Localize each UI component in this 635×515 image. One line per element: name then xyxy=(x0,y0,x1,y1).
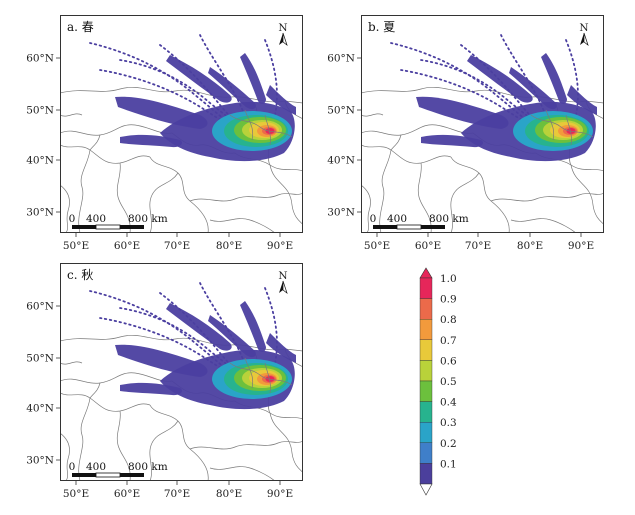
lon-tick-label: 50°E xyxy=(63,488,89,500)
panel-label: a. 春 xyxy=(67,20,94,34)
lat-tick-label: 40°N xyxy=(26,403,54,415)
overlay-borders xyxy=(229,357,293,394)
scale-label-0: 0 xyxy=(370,213,377,225)
lat-tick-label: 40°N xyxy=(327,155,355,167)
north-label: N xyxy=(579,22,588,34)
lon-tick-label: 70°E xyxy=(164,240,190,252)
latitude-axis: 60°N 50°N 40°N 30°N xyxy=(26,53,60,219)
lon-tick-label: 90°E xyxy=(267,488,293,500)
frequency-mid xyxy=(212,111,292,151)
colorbar-label: 0.7 xyxy=(440,335,457,347)
colorbar-segment xyxy=(419,319,433,341)
lon-tick-label: 60°E xyxy=(114,488,140,500)
lat-tick-label: 30°N xyxy=(327,207,355,219)
longitude-axis: 50°E 60°E 70°E 80°E 90°E xyxy=(63,233,293,252)
scale-label-2: 800 km xyxy=(429,213,469,225)
colorbar-max-triangle xyxy=(419,267,433,279)
lon-tick-label: 90°E xyxy=(568,240,594,252)
scale-label-1: 400 xyxy=(86,213,106,225)
scale-label-2: 800 km xyxy=(128,213,168,225)
colorbar-label: 1.0 xyxy=(440,273,457,285)
lon-tick-label: 80°E xyxy=(216,240,242,252)
lat-tick-label: 40°N xyxy=(26,155,54,167)
north-arrow-icon: N xyxy=(278,270,288,294)
panel-autumn: c. 秋 N 0 400 800 km 60°N 50°N 40°N 30°N 50°E 60°E 7… xyxy=(26,263,303,500)
colorbar-label: 0.5 xyxy=(440,376,457,388)
colorbar-segment xyxy=(419,442,433,464)
colorbar-label: 0.6 xyxy=(440,355,457,367)
north-label: N xyxy=(278,270,287,282)
frequency-mid xyxy=(513,111,593,151)
lat-tick-label: 50°N xyxy=(327,105,355,117)
lat-tick-label: 60°N xyxy=(327,53,355,65)
longitude-axis: 50°E 60°E 70°E 80°E 90°E xyxy=(364,233,594,252)
lon-tick-label: 60°E xyxy=(114,240,140,252)
colorbar-segment xyxy=(419,298,433,320)
overlay-borders xyxy=(530,109,594,146)
colorbar-segment xyxy=(419,380,433,402)
scale-bar: 0 400 800 km xyxy=(69,461,168,478)
panel-spring: a. 春 N 0 400 800 km 60°N 50°N 40°N 30°N 50°E 60°E 7… xyxy=(26,15,303,252)
scale-label-0: 0 xyxy=(69,461,76,473)
lat-tick-label: 30°N xyxy=(26,455,54,467)
scale-label-0: 0 xyxy=(69,213,76,225)
colorbar-label: 0.8 xyxy=(440,314,457,326)
panel-label: b. 夏 xyxy=(368,20,395,34)
scale-label-1: 400 xyxy=(86,461,106,473)
lon-tick-label: 60°E xyxy=(415,240,441,252)
country-borders xyxy=(361,86,604,233)
colorbar-label: 0.2 xyxy=(440,438,457,450)
colorbar-label: 0.1 xyxy=(440,458,457,470)
north-label: N xyxy=(278,22,287,34)
panel-summer: b. 夏 N 0 400 800 km 60°N 50°N 40°N 30°N 50°E 60°E 7… xyxy=(327,15,604,252)
colorbar-segment xyxy=(419,463,433,485)
lon-tick-label: 70°E xyxy=(164,488,190,500)
colorbar-label: 0.3 xyxy=(440,417,457,429)
panel-label: c. 秋 xyxy=(67,268,93,282)
map-frame xyxy=(60,263,303,481)
lat-tick-label: 60°N xyxy=(26,301,54,313)
colorbar-label: 0.4 xyxy=(440,397,457,409)
colorbar-segment xyxy=(419,277,433,299)
country-borders xyxy=(60,334,303,481)
colorbar-segment xyxy=(419,401,433,423)
north-arrow-icon: N xyxy=(579,22,589,46)
latitude-axis: 60°N 50°N 40°N 30°N xyxy=(26,301,60,467)
colorbar-label: 0.9 xyxy=(440,294,457,306)
lon-tick-label: 80°E xyxy=(216,488,242,500)
lat-tick-label: 50°N xyxy=(26,353,54,365)
north-arrow-icon: N xyxy=(278,22,288,46)
colorbar-segment xyxy=(419,339,433,361)
lon-tick-label: 50°E xyxy=(364,240,390,252)
scale-bar: 0 400 800 km xyxy=(370,213,469,230)
lat-tick-label: 60°N xyxy=(26,53,54,65)
scale-label-1: 400 xyxy=(387,213,407,225)
scale-label-2: 800 km xyxy=(128,461,168,473)
lon-tick-label: 70°E xyxy=(465,240,491,252)
colorbar-segment xyxy=(419,421,433,443)
map-frame xyxy=(361,15,604,233)
scale-bar: 0 400 800 km xyxy=(69,213,168,230)
lon-tick-label: 80°E xyxy=(517,240,543,252)
overlay-borders xyxy=(229,109,293,146)
lat-tick-label: 30°N xyxy=(26,207,54,219)
colorbar-segment xyxy=(419,360,433,382)
lat-tick-label: 50°N xyxy=(26,105,54,117)
latitude-axis: 60°N 50°N 40°N 30°N xyxy=(327,53,361,219)
colorbar-min-triangle xyxy=(419,483,433,496)
lon-tick-label: 90°E xyxy=(267,240,293,252)
frequency-mid xyxy=(212,359,292,399)
colorbar: 1.0 0.9 0.8 0.7 0.6 0.5 0.4 0.3 0.2 0.1 xyxy=(419,267,457,496)
longitude-axis: 50°E 60°E 70°E 80°E 90°E xyxy=(63,481,293,500)
map-frame xyxy=(60,15,303,233)
lon-tick-label: 50°E xyxy=(63,240,89,252)
